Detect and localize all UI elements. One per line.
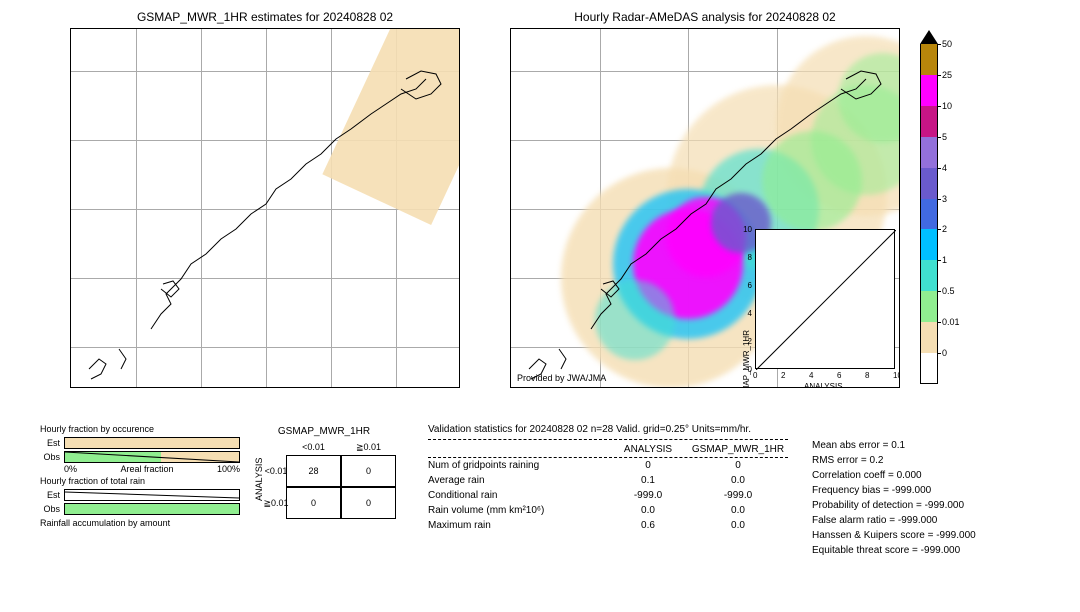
stats-row: Average rain0.10.0: [428, 473, 788, 488]
ctable-cell: ≧0.01: [266, 487, 286, 519]
inset-scatter: 00224466881010ANALYSISGSMAP_MWR_1HR: [755, 229, 895, 369]
fraction-panel: Hourly fraction by occurence Est Obs 0% …: [40, 422, 240, 530]
colorbar-segment: [920, 322, 938, 353]
obs-label: Obs: [40, 452, 60, 462]
occurrence-obs-bar: [64, 451, 240, 463]
inset-ylabel: GSMAP_MWR_1HR: [742, 330, 751, 388]
coastline: [71, 29, 460, 388]
right-map-box: 125°E130°E135°E25°N30°N35°N40°N45°NProvi…: [510, 28, 900, 388]
xtick-label: 130°E: [189, 387, 214, 388]
colorbar-tick: 25: [942, 70, 952, 80]
xtick-label: 135°E: [254, 387, 279, 388]
axis-areal: Areal fraction: [120, 464, 173, 474]
colorbar-tick: 10: [942, 101, 952, 111]
xtick-label: 140°E: [319, 387, 344, 388]
ctable-cell: 0: [286, 487, 341, 519]
stats-col-gsmap: GSMAP_MWR_1HR: [688, 442, 788, 457]
colorbar-segment: [920, 260, 938, 291]
stats-right: Mean abs error = 0.1RMS error = 0.2Corre…: [812, 438, 976, 558]
xtick-label: 130°E: [676, 387, 701, 388]
axis-100pct: 100%: [217, 464, 240, 474]
ctable-cell: <0.01: [286, 439, 341, 455]
colorbar: 502510543210.50.010: [920, 30, 946, 400]
total-est-bar: [64, 489, 240, 501]
colorbar-segment: [920, 168, 938, 199]
stats-row: Maximum rain0.60.0: [428, 518, 788, 533]
ctable-cell: 0: [341, 487, 396, 519]
stats-metric: False alarm ratio = -999.000: [812, 513, 976, 528]
stats-metric: Probability of detection = -999.000: [812, 498, 976, 513]
left-map-title: GSMAP_MWR_1HR estimates for 20240828 02: [70, 10, 460, 24]
stats-col-analysis: ANALYSIS: [608, 442, 688, 457]
ctable-grid: <0.01≧0.01<0.01280≧0.0100: [266, 439, 396, 519]
obs-label2: Obs: [40, 504, 60, 514]
stats-metric: Hanssen & Kuipers score = -999.000: [812, 528, 976, 543]
colorbar-tick: 5: [942, 132, 947, 142]
colorbar-segment: [920, 44, 938, 75]
colorbar-segment: [920, 137, 938, 168]
stats-metric: Equitable threat score = -999.000: [812, 543, 976, 558]
contingency-table: GSMAP_MWR_1HR ANALYSIS <0.01≧0.01<0.0128…: [252, 426, 396, 519]
right-map-title: Hourly Radar-AMeDAS analysis for 2024082…: [510, 10, 900, 24]
stats-header: ANALYSIS GSMAP_MWR_1HR: [428, 442, 788, 458]
ctable-cell: ≧0.01: [341, 439, 396, 455]
total-title: Hourly fraction of total rain: [40, 476, 240, 486]
colorbar-tick: 0: [942, 348, 947, 358]
ctable-title: GSMAP_MWR_1HR: [252, 426, 396, 437]
xtick-label: 125°E: [124, 387, 149, 388]
bottom-row: Hourly fraction by occurence Est Obs 0% …: [10, 422, 1070, 558]
xtick-label: 145°E: [384, 387, 409, 388]
colorbar-segment: [920, 75, 938, 106]
xtick-label: 125°E: [587, 387, 612, 388]
stats-left: Validation statistics for 20240828 02 n=…: [428, 422, 788, 558]
right-map-panel: Hourly Radar-AMeDAS analysis for 2024082…: [510, 10, 900, 410]
accum-title: Rainfall accumulation by amount: [40, 518, 240, 528]
colorbar-segment: [920, 229, 938, 260]
occurrence-title: Hourly fraction by occurence: [40, 424, 240, 434]
est-label: Est: [40, 438, 60, 448]
colorbar-tick: 50: [942, 39, 952, 49]
stats-metric: Correlation coeff = 0.000: [812, 468, 976, 483]
est-label2: Est: [40, 490, 60, 500]
stats-metric: Mean abs error = 0.1: [812, 438, 976, 453]
colorbar-tick: 0.01: [942, 317, 960, 327]
stats-metric: RMS error = 0.2: [812, 453, 976, 468]
ctable-cell: <0.01: [266, 455, 286, 487]
stats-metric: Frequency bias = -999.000: [812, 483, 976, 498]
ctable-ylabel: ANALYSIS: [252, 439, 266, 519]
axis-0pct: 0%: [64, 464, 77, 474]
inset-xlabel: ANALYSIS: [804, 382, 843, 388]
occurrence-est-bar: [64, 437, 240, 449]
colorbar-segment: [920, 106, 938, 137]
stats-row: Num of gridpoints raining00: [428, 458, 788, 473]
ctable-cell: 28: [286, 455, 341, 487]
colorbar-tick: 1: [942, 255, 947, 265]
stats-row: Conditional rain-999.0-999.0: [428, 488, 788, 503]
colorbar-tick: 4: [942, 163, 947, 173]
top-row: GSMAP_MWR_1HR estimates for 20240828 02 …: [10, 10, 1070, 410]
ctable-cell: 0: [341, 455, 396, 487]
total-obs-bar: [64, 503, 240, 515]
ctable-cell: [266, 439, 286, 455]
stats-title: Validation statistics for 20240828 02 n=…: [428, 422, 788, 440]
colorbar-tick: 0.5: [942, 286, 955, 296]
stats-panel: Validation statistics for 20240828 02 n=…: [428, 422, 976, 558]
xtick-label: 135°E: [765, 387, 790, 388]
provider-label: Provided by JWA/JMA: [517, 373, 606, 383]
left-map-panel: GSMAP_MWR_1HR estimates for 20240828 02 …: [70, 10, 460, 410]
colorbar-segment: [920, 353, 938, 384]
left-map-box: 125°E130°E135°E140°E145°E25°N30°N35°N40°…: [70, 28, 460, 388]
colorbar-tick: 2: [942, 224, 947, 234]
colorbar-segment: [920, 291, 938, 322]
stats-rows: Num of gridpoints raining00Average rain0…: [428, 458, 788, 533]
colorbar-tick: 3: [942, 194, 947, 204]
colorbar-segment: [920, 199, 938, 230]
stats-row: Rain volume (mm km²10⁶)0.00.0: [428, 503, 788, 518]
